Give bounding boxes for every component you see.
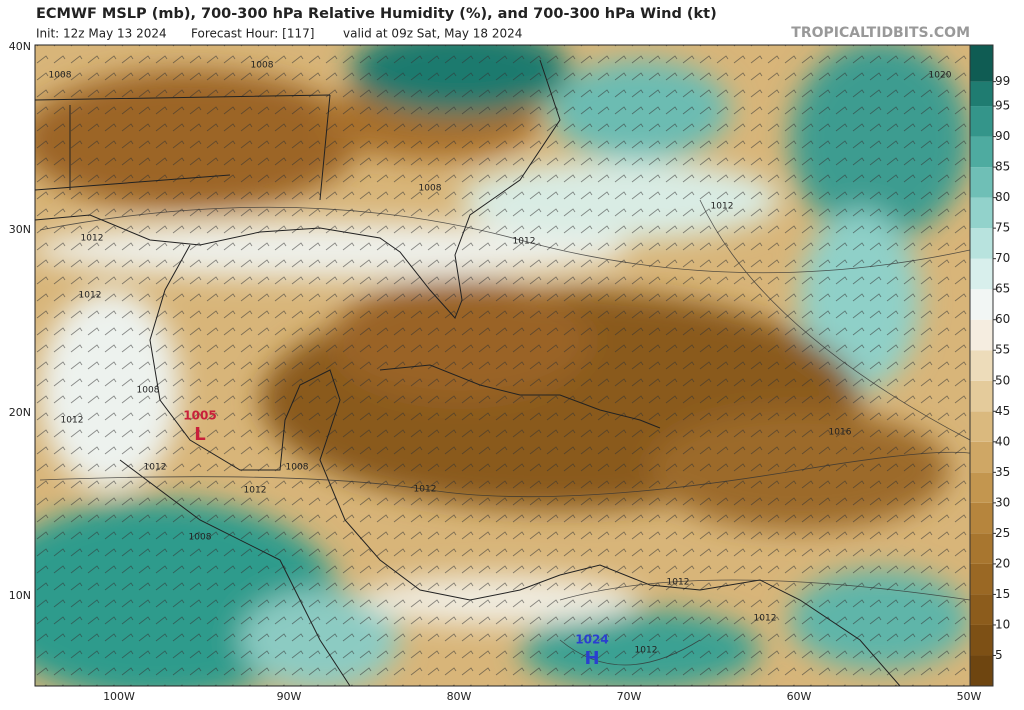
- colorbar-segment: [970, 258, 993, 290]
- isobar-label: 1008: [137, 386, 160, 396]
- isobar-label: 1012: [79, 291, 102, 301]
- colorbar-segment: [970, 655, 993, 686]
- isobar-label: 1008: [189, 533, 212, 543]
- colorbar-segment: [970, 45, 993, 82]
- isobar-label: 1008: [286, 463, 309, 473]
- isobar-label: 1008: [251, 61, 274, 71]
- colorbar-label: 45: [995, 404, 1010, 418]
- colorbar-label: 70: [995, 251, 1010, 265]
- latitude-label: 20N: [9, 406, 31, 419]
- colorbar-label: 65: [995, 282, 1010, 296]
- init-time: Init: 12z May 13 2024: [36, 27, 167, 41]
- isobar-label: 1020: [929, 71, 952, 81]
- isobar-label: 1008: [419, 184, 442, 194]
- isobar-label: 1012: [754, 614, 777, 624]
- colorbar-label: 30: [995, 495, 1010, 509]
- isobar-label: 1008: [49, 71, 72, 81]
- latitude-label: 40N: [9, 40, 31, 53]
- colorbar-segment: [970, 289, 993, 320]
- colorbar-segment: [970, 472, 993, 503]
- pressure-center-symbol: L: [194, 424, 205, 445]
- isobar-label: 1012: [711, 202, 734, 212]
- colorbar-label: 25: [995, 526, 1010, 540]
- longitude-label: 80W: [447, 690, 472, 703]
- colorbar-segment: [970, 319, 993, 351]
- isobar-label: 1012: [513, 237, 536, 247]
- colorbar-label: 99: [995, 74, 1010, 88]
- colorbar-label: 35: [995, 465, 1010, 479]
- pressure-center-value: 1024: [575, 633, 608, 647]
- map-area: [35, 45, 970, 686]
- colorbar-segment: [970, 350, 993, 381]
- isobar-label: 1012: [144, 463, 167, 473]
- colorbar-label: 10: [995, 617, 1010, 631]
- colorbar-segment: [970, 411, 993, 442]
- isobar-label: 1012: [667, 578, 690, 588]
- forecast-hour: Forecast Hour: [117]: [191, 27, 314, 41]
- colorbar-segment: [970, 533, 993, 564]
- colorbar-label: 15: [995, 587, 1010, 601]
- longitude-label: 50W: [957, 690, 982, 703]
- colorbar-segment: [970, 380, 993, 412]
- isobar-label: 1012: [414, 485, 437, 495]
- colorbar-segment: [970, 81, 993, 107]
- colorbar-segment: [970, 228, 993, 259]
- colorbar-segment: [970, 624, 993, 656]
- colorbar-label: 75: [995, 221, 1010, 235]
- isobar-label: 1012: [81, 234, 104, 244]
- longitude-label: 90W: [277, 690, 302, 703]
- colorbar-label: 40: [995, 434, 1010, 448]
- isobar-label: 1016: [829, 428, 852, 438]
- colorbar-label: 95: [995, 99, 1010, 113]
- colorbar-frame: [969, 44, 994, 687]
- colorbar-label: 60: [995, 312, 1010, 326]
- pressure-center-value: 1005: [183, 409, 216, 423]
- colorbar-label: 5: [995, 648, 1003, 662]
- colorbar-segment: [970, 594, 993, 625]
- colorbar-label: 90: [995, 129, 1010, 143]
- pressure-center-symbol: H: [584, 648, 599, 669]
- colorbar-label: 85: [995, 160, 1010, 174]
- colorbar-segment: [970, 197, 993, 229]
- colorbar-segment: [970, 136, 993, 168]
- latitude-label: 10N: [9, 589, 31, 602]
- colorbar-label: 50: [995, 373, 1010, 387]
- colorbar-segment: [970, 441, 993, 473]
- latitude-label: 30N: [9, 223, 31, 236]
- colorbar-label: 80: [995, 190, 1010, 204]
- longitude-label: 70W: [617, 690, 642, 703]
- title: ECMWF MSLP (mb), 700-300 hPa Relative Hu…: [36, 6, 717, 22]
- colorbar-segment: [970, 167, 993, 198]
- colorbar-segment: [970, 106, 993, 137]
- longitude-label: 60W: [787, 690, 812, 703]
- isobar-label: 1012: [635, 646, 658, 656]
- colorbar-segment: [970, 502, 993, 534]
- longitude-label: 100W: [103, 690, 135, 703]
- isobar-label: 1012: [244, 486, 267, 496]
- colorbar-label: 55: [995, 343, 1010, 357]
- colorbar-segment: [970, 563, 993, 595]
- colorbar-label: 20: [995, 556, 1010, 570]
- isobar-label: 1012: [61, 416, 84, 426]
- valid-time: valid at 09z Sat, May 18 2024: [343, 27, 522, 41]
- credit: TROPICALTIDBITS.COM: [791, 25, 970, 41]
